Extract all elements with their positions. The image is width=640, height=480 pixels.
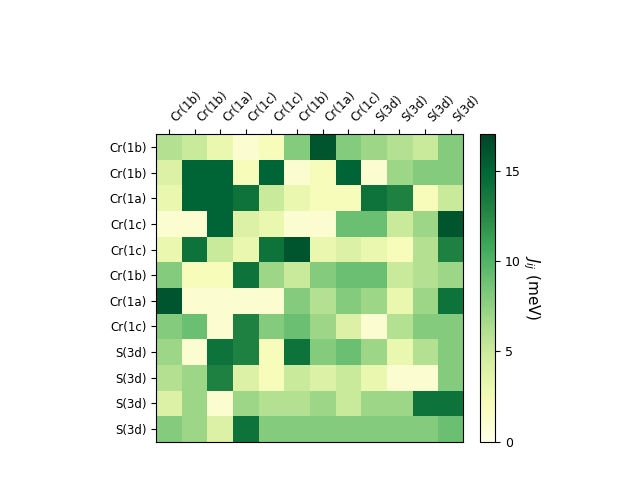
Y-axis label: $J_{ij}$ (meV): $J_{ij}$ (meV) [521,255,542,321]
